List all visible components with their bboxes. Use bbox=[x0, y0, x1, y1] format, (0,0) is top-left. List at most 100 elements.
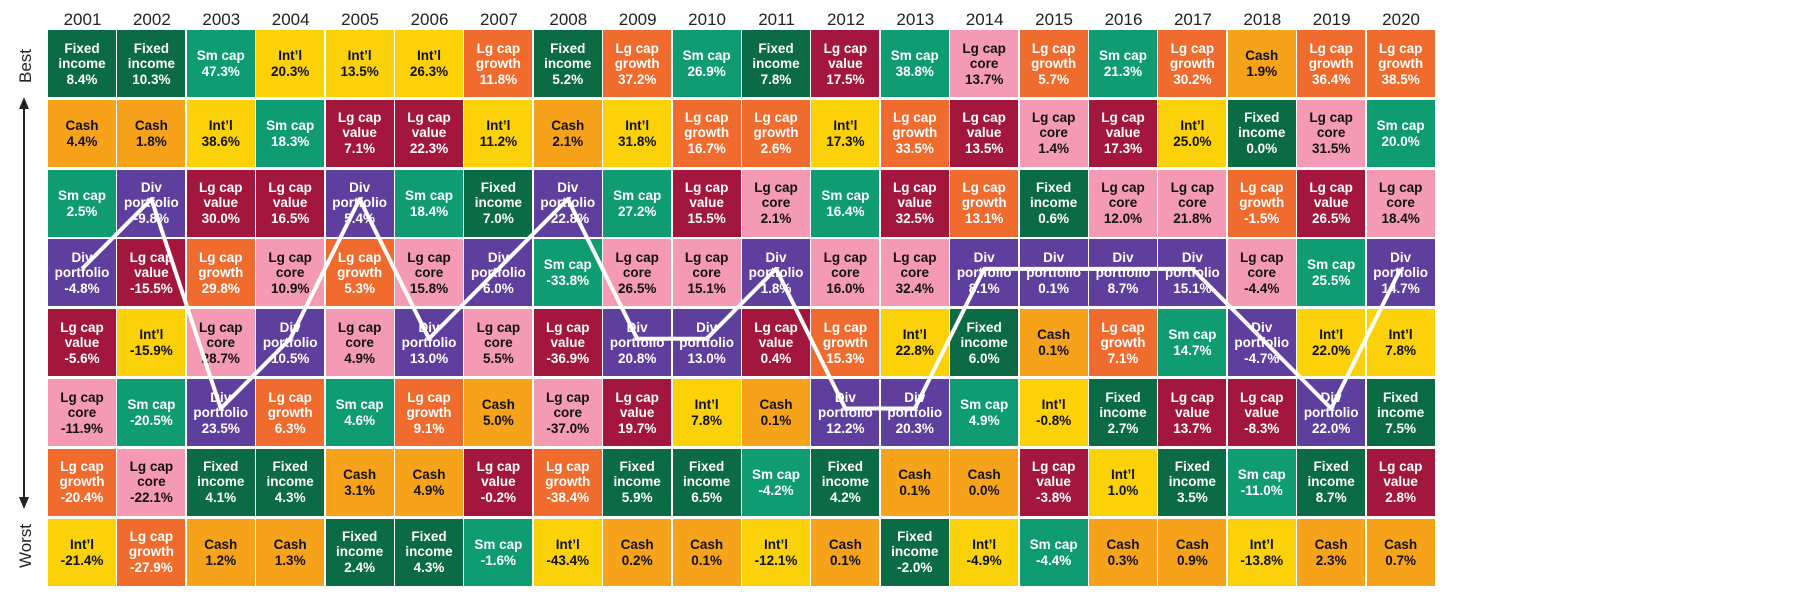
cell-category-label: Sm cap bbox=[404, 187, 454, 203]
cell-return-value: 16.4% bbox=[826, 203, 865, 219]
cell-category-label: Lg cap value bbox=[129, 249, 174, 280]
cell-return-value: 13.0% bbox=[409, 350, 449, 366]
cell-category-label: Int’l bbox=[1319, 327, 1344, 343]
cell-return-value: 4.6% bbox=[344, 413, 375, 428]
cell-category-label: Cash bbox=[273, 536, 307, 552]
cell-category-label: Int’l bbox=[417, 48, 441, 63]
year-label-2014: 2014 bbox=[965, 10, 1004, 29]
cell-2009-rank-7: Fixed income 5.9% bbox=[603, 448, 672, 516]
cell-return-value: 0.1% bbox=[899, 482, 931, 498]
cell-category-label: Fixed income bbox=[1307, 459, 1355, 490]
cell-2018-rank-2: Fixed income 0.0% bbox=[1227, 99, 1296, 167]
cell-return-value: 2.6% bbox=[760, 141, 792, 157]
cell-category-label: Fixed income bbox=[127, 40, 176, 71]
cell-return-value: -43.4% bbox=[546, 552, 590, 568]
cell-return-value: 5.9% bbox=[621, 490, 653, 506]
cell-2009-rank-8: Cash 0.2% bbox=[603, 518, 672, 586]
cell-2003-rank-5: Lg cap core 28.7% bbox=[186, 309, 255, 377]
cell-2009-rank-5: Div portfolio 20.8% bbox=[603, 309, 672, 377]
cell-return-value: -0.2% bbox=[480, 490, 517, 506]
cell-2008-rank-8: Int’l -43.4% bbox=[533, 518, 602, 586]
cell-2017-rank-8: Cash 0.9% bbox=[1158, 518, 1227, 586]
cell-2016-rank-7: Int’l 1.0% bbox=[1089, 448, 1157, 516]
cell-category-label: Int’l bbox=[70, 536, 94, 552]
cell-return-value: 15.8% bbox=[409, 280, 449, 296]
cell-category-label: Lg cap growth bbox=[1308, 40, 1354, 71]
year-label-2020: 2020 bbox=[1382, 10, 1420, 29]
cell-return-value: -1.6% bbox=[480, 552, 517, 568]
cell-2011-rank-4: Div portfolio 1.8% bbox=[742, 239, 810, 307]
cell-category-label: Lg cap growth bbox=[406, 389, 452, 420]
cell-2003-rank-7: Fixed income 4.1% bbox=[186, 448, 255, 516]
cell-return-value: 5.4% bbox=[344, 211, 375, 227]
cell-return-value: -38.4% bbox=[546, 490, 590, 506]
cell-2014-rank-7: Cash 0.0% bbox=[950, 448, 1019, 516]
cell-2002-rank-7: Lg cap core -22.1% bbox=[117, 448, 186, 516]
cell-2013-rank-7: Cash 0.1% bbox=[880, 448, 949, 516]
cell-category-label: Lg cap core bbox=[962, 40, 1006, 71]
cell-return-value: 31.5% bbox=[1312, 141, 1351, 157]
cell-2020-rank-5: Int’l 7.8% bbox=[1366, 309, 1435, 377]
cell-category-label: Sm cap bbox=[613, 187, 662, 203]
cell-return-value: 0.4% bbox=[760, 350, 792, 366]
cell-category-label: Lg cap core bbox=[684, 249, 729, 280]
year-label-2015: 2015 bbox=[1035, 10, 1073, 29]
cell-return-value: 25.0% bbox=[1173, 133, 1212, 149]
cell-category-label: Div portfolio bbox=[124, 180, 179, 211]
cell-return-value: 0.0% bbox=[968, 482, 1000, 498]
cell-2015-rank-6: Int’l -0.8% bbox=[1019, 379, 1088, 446]
cell-category-label: Cash bbox=[759, 397, 793, 412]
cell-category-label: Div portfolio bbox=[1234, 319, 1290, 350]
cell-return-value: 1.8% bbox=[760, 280, 792, 296]
cell-2011-rank-2: Lg cap growth 2.6% bbox=[742, 99, 810, 167]
cell-2004-rank-2: Sm cap 18.3% bbox=[256, 99, 325, 167]
cell-2005-rank-6: Sm cap 4.6% bbox=[325, 379, 394, 446]
cell-2008-rank-6: Lg cap core -37.0% bbox=[533, 379, 602, 446]
cell-2005-rank-7: Cash 3.1% bbox=[325, 448, 394, 516]
cell-return-value: 27.2% bbox=[618, 203, 657, 219]
cell-return-value: 18.4% bbox=[409, 203, 449, 219]
cell-2015-rank-1: Lg cap growth 5.7% bbox=[1019, 30, 1088, 97]
cell-2017-rank-5: Sm cap 14.7% bbox=[1158, 309, 1227, 377]
cell-2014-rank-2: Lg cap value 13.5% bbox=[950, 99, 1019, 167]
cell-category-label: Lg cap value bbox=[684, 180, 729, 211]
cell-category-label: Cash bbox=[1245, 48, 1279, 63]
cell-category-label: Lg cap growth bbox=[822, 319, 868, 350]
cell-category-label: Div portfolio bbox=[193, 389, 249, 420]
cell-2008-rank-5: Lg cap value -36.9% bbox=[533, 309, 602, 377]
cell-return-value: -8.3% bbox=[1244, 420, 1280, 436]
cell-category-label: Int’l bbox=[1111, 466, 1135, 482]
cell-category-label: Lg cap growth bbox=[1100, 319, 1146, 350]
cell-2014-rank-1: Lg cap core 13.7% bbox=[950, 30, 1019, 97]
cell-2014-rank-6: Sm cap 4.9% bbox=[950, 379, 1019, 446]
cell-2005-rank-3: Div portfolio 5.4% bbox=[325, 169, 394, 237]
cell-return-value: 32.5% bbox=[895, 211, 934, 227]
cell-return-value: -0.8% bbox=[1035, 413, 1072, 428]
cell-2019-rank-5: Int’l 22.0% bbox=[1297, 309, 1366, 377]
cell-return-value: -4.9% bbox=[966, 552, 1002, 568]
cell-2018-rank-5: Div portfolio -4.7% bbox=[1227, 309, 1296, 377]
cell-category-label: Div portfolio bbox=[818, 389, 873, 420]
cell-return-value: -21.4% bbox=[60, 552, 104, 568]
cell-return-value: 13.0% bbox=[687, 350, 726, 366]
cell-category-label: Int’l bbox=[1180, 117, 1205, 133]
cell-return-value: -13.8% bbox=[1240, 552, 1284, 568]
cell-category-label: Sm cap bbox=[1237, 466, 1286, 482]
cell-category-label: Lg cap growth bbox=[475, 40, 521, 71]
cell-return-value: 7.1% bbox=[1107, 350, 1139, 366]
cell-return-value: 17.3% bbox=[1103, 141, 1143, 157]
cell-return-value: -5.6% bbox=[64, 350, 100, 366]
cell-return-value: -4.4% bbox=[1035, 552, 1072, 568]
cell-2004-rank-5: Div portfolio 10.5% bbox=[256, 309, 325, 377]
cell-2005-rank-1: Int’l 13.5% bbox=[325, 30, 394, 97]
year-label-2010: 2010 bbox=[688, 10, 726, 29]
cell-category-label: Lg cap growth bbox=[614, 40, 660, 71]
cell-category-label: Sm cap bbox=[1098, 48, 1148, 63]
cell-return-value: 14.7% bbox=[1381, 280, 1420, 296]
cell-category-label: Lg cap core bbox=[1309, 110, 1353, 141]
cell-return-value: 0.7% bbox=[1385, 552, 1416, 568]
cell-2006-rank-6: Lg cap growth 9.1% bbox=[395, 379, 463, 446]
cell-category-label: Fixed income bbox=[1238, 110, 1286, 141]
cell-2016-rank-3: Lg cap core 12.0% bbox=[1089, 169, 1157, 237]
cell-return-value: 6.0% bbox=[483, 280, 514, 296]
